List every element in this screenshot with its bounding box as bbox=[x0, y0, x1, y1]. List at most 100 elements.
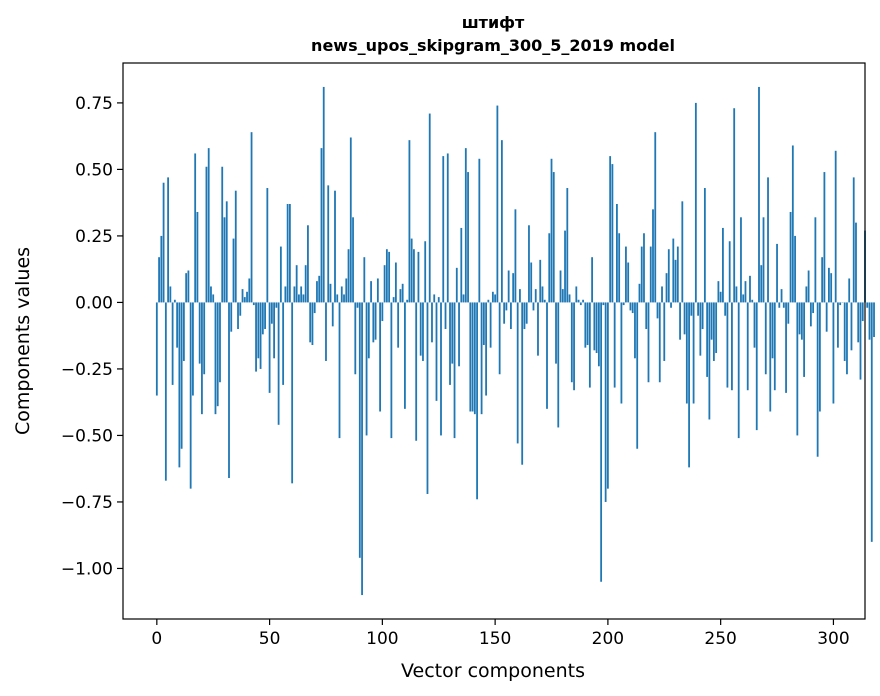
bar bbox=[455, 267, 458, 303]
bar bbox=[604, 302, 607, 502]
bar bbox=[555, 302, 557, 364]
bar bbox=[311, 302, 314, 345]
bar bbox=[230, 302, 233, 332]
bar bbox=[809, 302, 812, 327]
bar bbox=[327, 185, 330, 303]
bar bbox=[437, 297, 440, 303]
bar bbox=[246, 291, 248, 303]
bar bbox=[270, 302, 273, 324]
bar bbox=[629, 302, 632, 311]
bar bbox=[530, 262, 533, 303]
bar bbox=[846, 302, 848, 375]
bar bbox=[541, 286, 544, 303]
bar bbox=[259, 302, 262, 369]
bar bbox=[225, 201, 228, 303]
bar bbox=[408, 140, 411, 303]
bar bbox=[825, 302, 828, 332]
bar bbox=[566, 188, 569, 303]
y-axis: 0.75 0.50 0.25 0.00 −0.25 −0.50 −0.75 −1.00 bbox=[61, 94, 123, 579]
bar bbox=[221, 166, 224, 303]
bar bbox=[223, 217, 226, 303]
bar bbox=[440, 302, 442, 436]
bar bbox=[266, 188, 269, 303]
bar bbox=[683, 302, 686, 335]
bar bbox=[338, 302, 341, 439]
bar bbox=[758, 86, 760, 303]
x-tick-label: 50 bbox=[259, 629, 281, 649]
bar bbox=[383, 265, 386, 303]
y-axis-label: Components values bbox=[12, 247, 34, 435]
bar bbox=[634, 302, 636, 359]
x-tick-label: 300 bbox=[817, 629, 849, 649]
bar bbox=[579, 302, 582, 306]
bar bbox=[685, 302, 688, 404]
bar bbox=[192, 302, 194, 396]
bar bbox=[552, 172, 555, 303]
bar bbox=[537, 302, 539, 356]
bar bbox=[212, 294, 215, 303]
bar bbox=[670, 302, 672, 308]
bar bbox=[264, 302, 266, 330]
bar bbox=[361, 302, 363, 596]
x-axis: 0 50 100 150 200 250 300 bbox=[151, 619, 850, 649]
bar bbox=[712, 302, 715, 361]
bar bbox=[424, 241, 427, 303]
bar bbox=[516, 302, 519, 444]
bar bbox=[295, 265, 298, 303]
bar bbox=[160, 235, 163, 303]
bar bbox=[577, 299, 580, 303]
bar bbox=[232, 238, 235, 303]
bar bbox=[210, 286, 212, 303]
bar bbox=[584, 302, 587, 348]
bar bbox=[697, 302, 699, 316]
bar bbox=[467, 172, 469, 303]
bar bbox=[187, 270, 190, 303]
bar bbox=[284, 286, 287, 303]
bar bbox=[762, 217, 765, 303]
bar bbox=[419, 302, 422, 356]
bar bbox=[823, 172, 826, 303]
bar bbox=[609, 156, 612, 303]
bar bbox=[286, 204, 289, 303]
bar bbox=[722, 227, 724, 303]
bar bbox=[776, 243, 778, 303]
bar bbox=[309, 302, 312, 343]
bar bbox=[435, 302, 438, 401]
bar bbox=[751, 299, 754, 303]
bar bbox=[255, 302, 257, 372]
bar bbox=[859, 302, 862, 380]
bar bbox=[785, 302, 787, 393]
bar bbox=[494, 294, 497, 303]
bar bbox=[519, 289, 521, 303]
bar bbox=[216, 302, 219, 407]
bar bbox=[807, 270, 810, 303]
bar bbox=[543, 299, 546, 303]
bar bbox=[234, 190, 237, 303]
bar bbox=[661, 286, 663, 303]
bar bbox=[381, 302, 384, 322]
bar bbox=[703, 188, 706, 303]
bar bbox=[613, 302, 616, 388]
bar bbox=[273, 302, 275, 359]
bar bbox=[679, 302, 681, 340]
x-tick-label: 150 bbox=[479, 629, 511, 649]
bar bbox=[618, 233, 621, 303]
bar bbox=[735, 286, 738, 303]
bar bbox=[789, 211, 792, 303]
bar bbox=[500, 140, 503, 303]
bar bbox=[482, 302, 485, 345]
bar bbox=[304, 265, 307, 303]
bar bbox=[189, 302, 192, 489]
bar bbox=[525, 302, 528, 324]
bar bbox=[749, 275, 751, 303]
bar bbox=[514, 209, 517, 303]
bar bbox=[647, 302, 650, 383]
bar bbox=[442, 156, 445, 303]
bar bbox=[866, 302, 869, 308]
bar bbox=[737, 302, 740, 439]
bar bbox=[674, 259, 677, 303]
bar bbox=[868, 302, 871, 340]
bar bbox=[446, 153, 449, 303]
y-tick-label: −0.50 bbox=[61, 426, 113, 446]
bar bbox=[485, 302, 487, 396]
